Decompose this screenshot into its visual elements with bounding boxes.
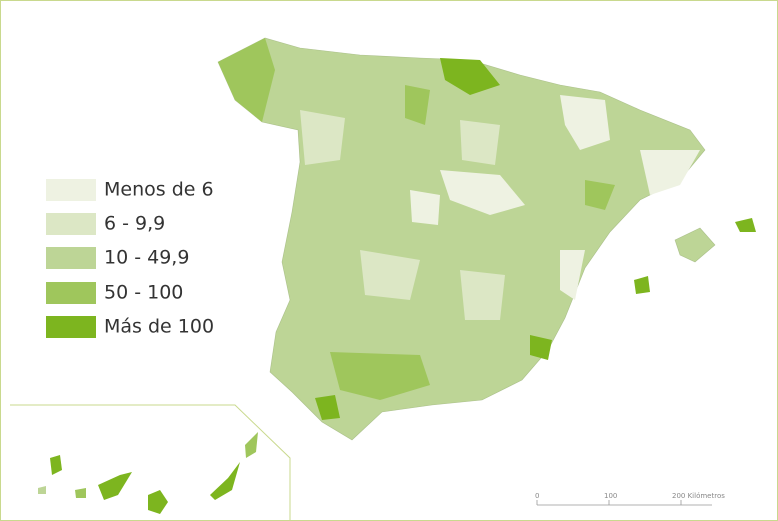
island — [50, 455, 62, 475]
scale-label: 0 — [535, 492, 539, 500]
region — [560, 250, 585, 300]
legend-swatch — [46, 247, 96, 269]
region — [460, 270, 505, 320]
scale-label: 200 Kilómetros — [672, 492, 725, 500]
island — [38, 486, 46, 494]
region — [585, 180, 615, 210]
scale-label: 100 — [604, 492, 617, 500]
legend-label: 10 - 49,9 — [104, 247, 189, 269]
legend-label: 6 - 9,9 — [104, 213, 165, 235]
region — [560, 95, 610, 150]
region — [410, 190, 440, 225]
legend-label: 50 - 100 — [104, 282, 183, 304]
island — [674, 227, 716, 263]
inset-frame — [10, 404, 291, 521]
region — [440, 170, 525, 215]
region — [330, 352, 430, 400]
legend-swatch — [46, 179, 96, 201]
legend-swatch — [46, 213, 96, 235]
mainland — [217, 37, 706, 441]
region — [640, 150, 700, 195]
region — [300, 110, 345, 165]
island — [75, 488, 86, 498]
island — [634, 276, 650, 294]
island — [98, 472, 132, 500]
region — [360, 250, 420, 300]
island — [245, 432, 258, 458]
region — [440, 58, 500, 95]
region — [315, 395, 340, 420]
region — [460, 120, 500, 165]
legend-label: Menos de 6 — [104, 179, 214, 201]
island — [735, 218, 756, 232]
legend-swatch — [46, 282, 96, 304]
region — [218, 38, 275, 122]
region — [405, 85, 430, 125]
legend-label: Más de 100 — [104, 316, 214, 338]
island — [210, 462, 240, 500]
island — [148, 490, 168, 514]
region — [530, 335, 552, 360]
legend-swatch — [46, 316, 96, 338]
